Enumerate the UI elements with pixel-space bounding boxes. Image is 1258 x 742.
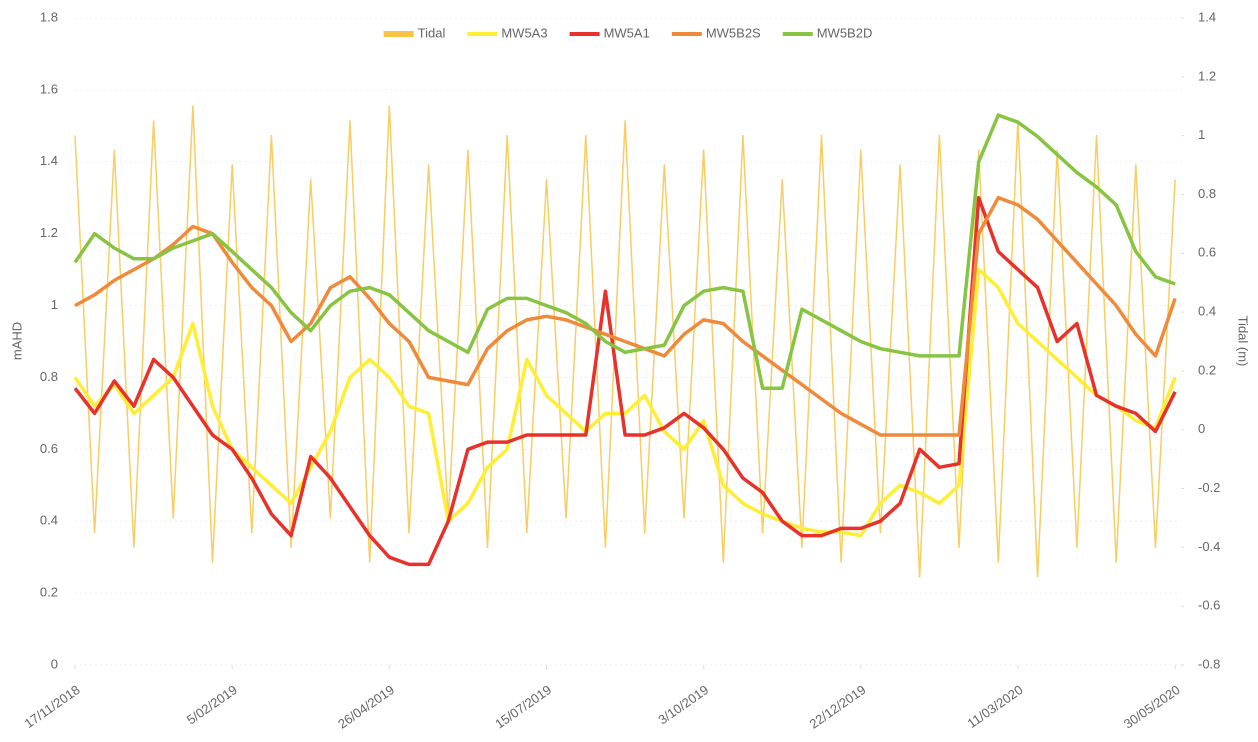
legend-label: MW5A1 — [604, 25, 650, 40]
x-tick-label: 5/02/2019 — [184, 682, 240, 727]
series-line — [73, 195, 1177, 567]
x-tick-label: 26/04/2019 — [335, 682, 397, 732]
series-line — [73, 267, 1177, 538]
x-tick-label: 11/03/2020 — [965, 682, 1026, 731]
y2-tick-label: 0.8 — [1198, 186, 1216, 201]
series-line — [73, 113, 1176, 390]
legend: Tidal MW5A3 MW5A1 MW5B2S MW5B2D — [383, 25, 873, 40]
legend-label: MW5A3 — [501, 25, 547, 40]
y-tick-label: 0 — [51, 656, 58, 671]
legend-label: MW5B2D — [817, 25, 873, 40]
y2-tick-label: 0.2 — [1198, 362, 1216, 377]
y2-tick-label: -0.6 — [1198, 598, 1220, 613]
x-tick-label: 15/07/2019 — [492, 682, 554, 732]
series-line — [74, 195, 1177, 437]
y2-tick-label: 1 — [1198, 127, 1205, 142]
y2-tick-label: 1.2 — [1198, 68, 1216, 83]
legend-label: MW5B2S — [706, 25, 761, 40]
y-tick-label: 1.2 — [40, 225, 58, 240]
y2-tick-label: 1.4 — [1198, 9, 1216, 24]
x-tick-label: 3/10/2019 — [655, 682, 711, 727]
y2-tick-label: -0.2 — [1198, 480, 1220, 495]
y-tick-label: 1.8 — [40, 9, 58, 24]
y-axis-title: mAHD — [9, 322, 24, 360]
y-tick-label: 1 — [51, 297, 58, 312]
y-tick-label: 1.6 — [40, 81, 58, 96]
legend-label: Tidal — [418, 25, 446, 40]
y2-axis-title: Tidal (m) — [1236, 316, 1251, 367]
x-tick-label: 30/05/2020 — [1121, 682, 1183, 732]
series-line — [74, 105, 1176, 578]
y-tick-label: 0.6 — [40, 441, 58, 456]
y2-tick-label: -0.8 — [1198, 656, 1220, 671]
y-tick-label: 1.4 — [40, 153, 58, 168]
y-tick-label: 0.4 — [40, 513, 58, 528]
y2-tick-label: 0.6 — [1198, 245, 1216, 260]
y2-tick-label: -0.4 — [1198, 539, 1220, 554]
y-tick-label: 0.2 — [40, 585, 58, 600]
x-tick-label: 22/12/2019 — [807, 682, 869, 732]
y-tick-label: 0.8 — [40, 369, 58, 384]
y2-tick-label: 0 — [1198, 421, 1205, 436]
x-tick-label: 17/11/2018 — [22, 682, 83, 731]
y2-tick-label: 0.4 — [1198, 304, 1216, 319]
